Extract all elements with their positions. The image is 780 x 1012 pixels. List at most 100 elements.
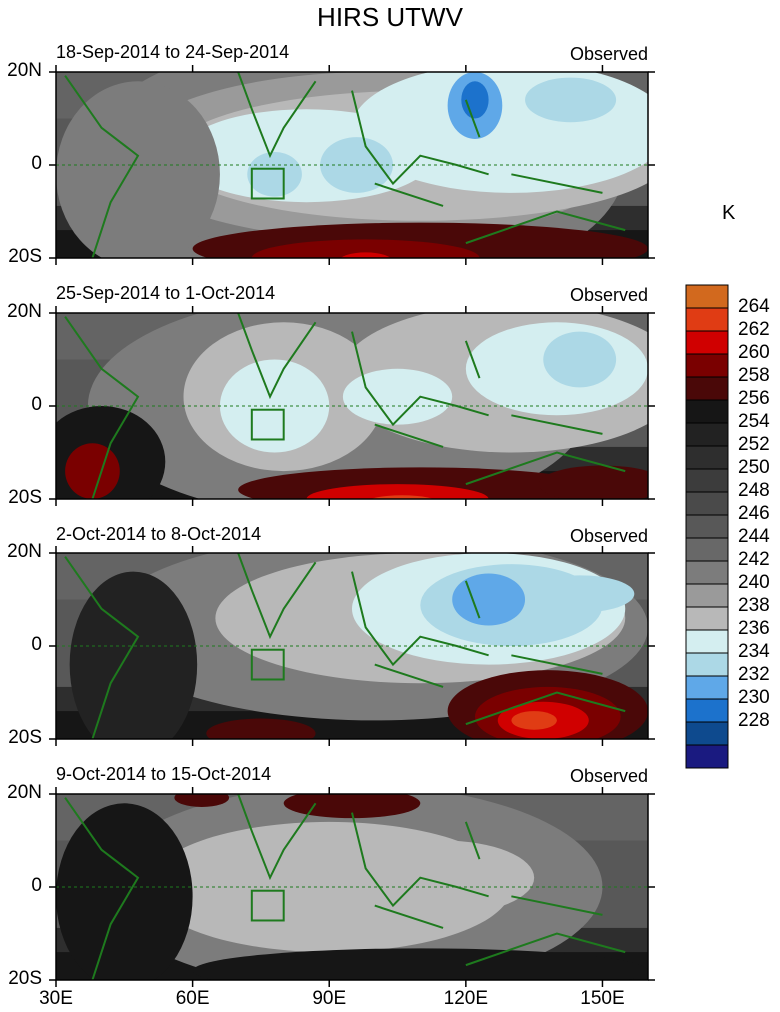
contour-region-13 [251, 239, 480, 258]
panel-observed-label: Observed [569, 285, 648, 305]
contour-region-9 [65, 443, 120, 499]
colorbar-label: 246 [738, 503, 770, 524]
contour-region-6 [56, 803, 193, 980]
lat-tick-label: 20N [7, 782, 42, 803]
lat-tick-label: 20S [8, 727, 42, 748]
colorbar-swatch [685, 606, 729, 631]
region-box [250, 408, 285, 441]
lon-tick-label: 60E [175, 988, 210, 1009]
contour-region-7 [69, 571, 198, 739]
colorbar-swatch [685, 652, 729, 677]
lat-tick-label: 0 [31, 875, 42, 896]
lon-tick-label: 30E [39, 988, 73, 1009]
contour-region-5 [174, 794, 230, 808]
colorbar-unit-label: K [722, 202, 736, 224]
africa-coastline [64, 75, 140, 258]
colorbar-swatch [685, 583, 729, 608]
contour-region-11 [306, 484, 489, 499]
maritime-coastlines [351, 90, 626, 245]
colorbar-label: 260 [738, 342, 770, 363]
contour-region-5 [452, 573, 526, 626]
colorbar-label: 244 [738, 526, 770, 547]
colorbar-label: 232 [738, 664, 770, 685]
contour-region-9 [461, 81, 489, 119]
panel-period-title: 25-Sep-2014 to 1-Oct-2014 [56, 283, 276, 303]
india-coastline [237, 72, 317, 159]
contour-region-11 [56, 81, 220, 258]
colorbar-swatch [685, 399, 729, 424]
lat-tick-label: 20S [8, 968, 42, 989]
contour-region-6 [543, 331, 617, 388]
contour-region-6 [525, 575, 635, 613]
lat-tick-label: 20N [7, 301, 42, 322]
india-coastline [237, 794, 317, 881]
colorbar-swatch [685, 560, 729, 585]
colorbar-swatch [685, 675, 729, 700]
africa-coastline [64, 556, 140, 739]
region-box [250, 167, 285, 200]
contour-region-13 [538, 465, 648, 499]
lon-tick-label: 90E [312, 988, 347, 1009]
heatmap-panel-2 [56, 313, 648, 499]
colorbar-swatch [685, 330, 729, 355]
panel-period-title: 9-Oct-2014 to 15-Oct-2014 [56, 764, 272, 784]
region-box [250, 889, 285, 922]
contour-region-14 [340, 252, 391, 258]
contour-region-12 [206, 718, 316, 739]
colorbar-swatch [685, 307, 729, 332]
colorbar-label: 230 [738, 687, 770, 708]
panel-observed-label: Observed [569, 44, 648, 64]
colorbar-swatch [685, 491, 729, 516]
heatmap-panel-3 [56, 553, 648, 739]
colorbar-swatch [685, 422, 729, 447]
contour-region-11 [511, 711, 557, 730]
contour-region-6 [247, 151, 302, 197]
africa-coastline [64, 797, 140, 980]
colorbar-label: 248 [738, 480, 770, 501]
colorbar-swatch [685, 376, 729, 401]
colorbar-swatch [685, 629, 729, 654]
maritime-coastlines [351, 812, 626, 967]
panel-period-title: 18-Sep-2014 to 24-Sep-2014 [56, 42, 290, 62]
colorbar-label: 254 [738, 411, 770, 432]
colorbar-label: 252 [738, 434, 770, 455]
chart-title: HIRS UTWV [317, 2, 463, 32]
colorbar-swatch [685, 698, 729, 723]
colorbar-label: 240 [738, 572, 770, 593]
india-coastline [237, 553, 317, 640]
panel-period-title: 2-Oct-2014 to 8-Oct-2014 [56, 524, 262, 544]
lat-tick-label: 20N [7, 541, 42, 562]
colorbar-swatch [685, 353, 729, 378]
contour-region-7 [342, 368, 453, 425]
contour-region-4 [283, 794, 421, 819]
lat-tick-label: 0 [31, 394, 42, 415]
colorbar-label: 258 [738, 365, 770, 386]
colorbar-label: 264 [738, 296, 770, 317]
colorbar-swatch [685, 468, 729, 493]
lon-tick-label: 150E [580, 988, 625, 1009]
lat-tick-label: 20N [7, 60, 42, 81]
lat-tick-label: 0 [31, 634, 42, 655]
contour-region-7 [192, 948, 648, 980]
colorbar-swatch [685, 284, 729, 309]
lon-tick-label: 120E [443, 988, 489, 1009]
contour-region-10 [525, 77, 617, 123]
colorbar-swatch [685, 537, 729, 562]
heatmap-panel-1 [56, 72, 648, 258]
heatmap-panel-4 [56, 794, 648, 980]
colorbar-swatch [685, 445, 729, 470]
colorbar-label: 228 [738, 710, 770, 731]
colorbar-label: 242 [738, 549, 770, 570]
lat-tick-label: 20S [8, 487, 42, 508]
colorbar-swatch [685, 744, 729, 769]
maritime-coastlines [351, 571, 626, 726]
colorbar-swatch [685, 721, 729, 746]
contour-region-12 [370, 495, 434, 499]
colorbar-label: 234 [738, 641, 770, 662]
panel-observed-label: Observed [569, 766, 648, 786]
maritime-coastlines [351, 331, 626, 486]
colorbar-label: 262 [738, 319, 770, 340]
panel-observed-label: Observed [569, 526, 648, 546]
colorbar-label: 236 [738, 618, 770, 639]
